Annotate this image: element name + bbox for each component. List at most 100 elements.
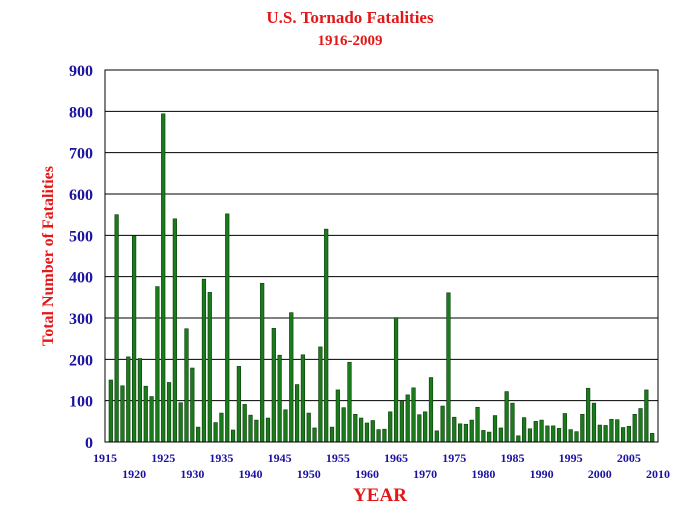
bar-2001 [603, 425, 608, 443]
y-tick-labels: 0 100 200 300 400 500 600 700 800 900 [69, 63, 93, 452]
x-tick-label: 1945 [268, 451, 292, 465]
bar-1987 [522, 417, 527, 443]
x-tick-label: 1940 [239, 467, 263, 481]
bar-1993 [556, 428, 562, 443]
x-tick-label: 1920 [122, 467, 146, 481]
bar-1992 [551, 425, 556, 443]
bar-1916 [108, 379, 113, 443]
bar-1989 [533, 421, 538, 443]
bar-1939 [242, 404, 247, 443]
bar-1944 [271, 328, 276, 443]
x-tick-label: 1915 [93, 451, 117, 465]
bar-1955 [335, 389, 340, 443]
bar-1924 [155, 286, 160, 443]
bar-1962 [376, 429, 381, 443]
bar-1951 [312, 427, 317, 443]
bar-1943 [265, 417, 271, 443]
y-tick-label: 500 [69, 228, 93, 245]
bar-1990 [539, 419, 544, 443]
y-tick-label: 100 [69, 394, 93, 411]
bar-1965 [393, 317, 399, 443]
plot-area-frame [104, 69, 659, 443]
bar-1957 [347, 361, 352, 443]
x-tick-label: 1990 [530, 467, 554, 481]
bar-1929 [184, 328, 189, 443]
bar-1976 [457, 423, 463, 443]
bar-1934 [213, 422, 218, 443]
y-tick-label: 700 [69, 146, 93, 163]
bar-2009 [650, 433, 655, 443]
bar-1917 [114, 214, 119, 443]
bar-1988 [527, 428, 533, 443]
bar-1974 [446, 292, 451, 443]
bar-1948 [294, 384, 300, 443]
bar-1958 [353, 414, 358, 443]
bar-1959 [359, 417, 364, 443]
bar-1919 [126, 356, 131, 443]
bar-1937 [230, 429, 236, 443]
bar-1927 [172, 218, 177, 443]
bar-1949 [300, 354, 306, 443]
bar-1921 [137, 358, 143, 443]
bar-1991 [545, 425, 550, 443]
x-tick-label: 2010 [646, 467, 670, 481]
bar-1985 [510, 402, 515, 443]
x-tick-label: 1970 [413, 467, 437, 481]
bar-1954 [329, 426, 335, 443]
bar-2006 [632, 414, 637, 443]
y-tick-label: 0 [85, 435, 93, 452]
bar-1972 [434, 430, 439, 443]
y-axis-label: Total Number of Fatalities [40, 166, 57, 346]
bars [108, 113, 655, 443]
bar-1932 [201, 278, 207, 443]
bar-1920 [132, 235, 137, 443]
bar-1922 [143, 385, 148, 443]
y-tick-label: 300 [69, 311, 93, 328]
bar-1946 [283, 409, 288, 443]
bar-1953 [324, 228, 329, 443]
bar-1998 [586, 387, 591, 443]
bar-1979 [475, 406, 480, 443]
bar-1947 [289, 312, 294, 443]
bar-1942 [260, 282, 265, 443]
bar-2005 [626, 425, 631, 443]
x-axis-label: YEAR [353, 485, 407, 506]
x-tick-label: 1960 [355, 467, 379, 481]
bar-2008 [644, 389, 649, 443]
bar-1938 [236, 366, 241, 443]
bar-1971 [428, 377, 434, 443]
bar-1969 [417, 414, 422, 443]
bar-2004 [620, 427, 626, 443]
y-tick-label: 200 [69, 352, 93, 369]
bar-1952 [318, 346, 323, 443]
bar-2003 [615, 419, 620, 443]
bar-1986 [516, 435, 521, 443]
y-tick-label: 900 [69, 63, 93, 80]
bar-1926 [166, 382, 172, 443]
x-tick-label: 1985 [500, 451, 524, 465]
x-tick-label: 1930 [180, 467, 204, 481]
bar-1940 [248, 414, 253, 443]
bar-2002 [609, 418, 614, 443]
bar-1931 [196, 426, 201, 443]
x-tick-label: 1955 [326, 451, 350, 465]
bar-1978 [469, 419, 474, 443]
bar-1928 [178, 402, 183, 443]
bar-1973 [440, 405, 445, 443]
bar-1933 [207, 292, 212, 443]
bar-1968 [411, 387, 416, 443]
bar-1936 [225, 213, 230, 443]
bar-1960 [364, 422, 370, 443]
bar-1935 [219, 412, 224, 443]
bar-1982 [492, 415, 498, 443]
bar-1994 [562, 413, 567, 443]
x-tick-label: 1975 [442, 451, 466, 465]
y-tick-label: 600 [69, 187, 93, 204]
x-tick-label: 1935 [209, 451, 233, 465]
bar-1999 [591, 402, 597, 443]
x-tick-label: 1950 [297, 467, 321, 481]
x-tick-label: 2005 [617, 451, 641, 465]
bar-1981 [487, 431, 492, 443]
bar-1980 [481, 430, 486, 443]
bar-1941 [254, 419, 259, 443]
